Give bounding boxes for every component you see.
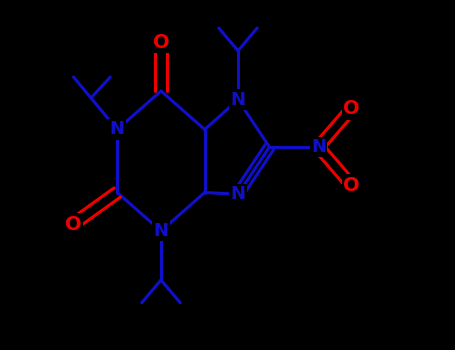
- Text: N: N: [231, 185, 246, 203]
- Text: O: O: [65, 215, 82, 233]
- Text: N: N: [110, 120, 125, 139]
- Text: O: O: [344, 176, 360, 195]
- Text: O: O: [344, 99, 360, 118]
- Text: N: N: [311, 138, 326, 156]
- Text: N: N: [153, 222, 168, 240]
- Text: N: N: [231, 91, 246, 109]
- Text: O: O: [153, 33, 169, 51]
